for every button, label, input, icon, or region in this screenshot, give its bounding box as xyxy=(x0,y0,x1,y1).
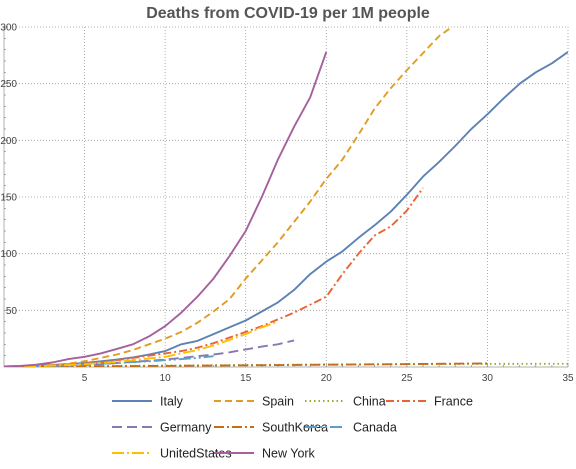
x-tick-label: 35 xyxy=(562,373,574,384)
series-line-unitedstates xyxy=(4,320,279,367)
legend-label: Spain xyxy=(262,395,294,409)
grid-lines xyxy=(4,26,569,367)
legend-label: Germany xyxy=(160,421,212,435)
legend-label: Italy xyxy=(160,395,184,409)
legend-label: SouthKorea xyxy=(262,421,328,435)
y-tick-label: 50 xyxy=(6,306,18,317)
y-tick-label: 300 xyxy=(0,23,17,34)
series-line-southkorea xyxy=(4,362,488,367)
legend-label: New York xyxy=(262,447,316,461)
chart-title: Deaths from COVID-19 per 1M people xyxy=(146,5,430,22)
legend-label: China xyxy=(353,395,386,409)
legend-label: France xyxy=(434,395,473,409)
x-tick-label: 30 xyxy=(482,373,494,384)
legend-label: UnitedStates xyxy=(160,447,232,461)
y-tick-label: 250 xyxy=(0,79,17,90)
x-tick-label: 25 xyxy=(401,373,413,384)
y-tick-label: 150 xyxy=(0,193,17,204)
x-tick-label: 5 xyxy=(82,373,88,384)
axes: 5 10 15 20 25 30 35 50 100 150 200 250 300 xyxy=(0,23,574,385)
x-tick-label: 10 xyxy=(160,373,172,384)
series-line-spain xyxy=(4,27,454,367)
series-line-new-york xyxy=(4,51,328,367)
x-tick-label: 15 xyxy=(240,373,252,384)
legend: Italy Spain China France Germany SouthKorea Ca… xyxy=(112,395,473,461)
series-layer xyxy=(4,27,568,367)
legend-label: Canada xyxy=(353,421,397,435)
series-line-italy xyxy=(4,51,568,367)
y-tick-label: 200 xyxy=(0,136,17,147)
y-tick-label: 100 xyxy=(0,249,17,260)
x-tick-label: 20 xyxy=(321,373,333,384)
